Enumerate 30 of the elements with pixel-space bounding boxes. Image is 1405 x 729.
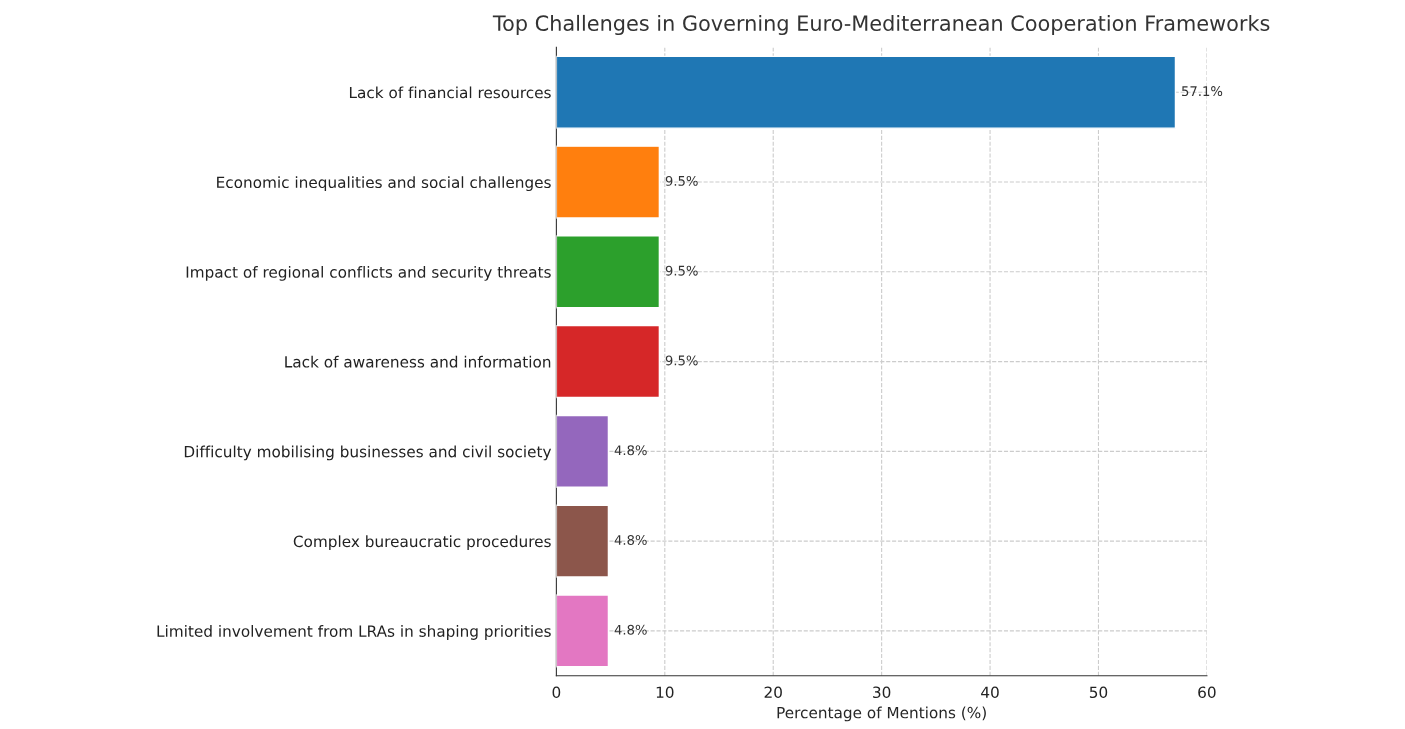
y-tick-label: Economic inequalities and social challenges: [217, 176, 551, 192]
bar: [556, 594, 610, 668]
bar: [556, 55, 1177, 129]
chart-title: Top Challenges in Governing Euro-Mediterranean Cooperation Frameworks: [492, 14, 1270, 36]
data-label: 57.1%: [1182, 86, 1223, 97]
x-axis-title: Percentage of Mentions (%): [777, 706, 986, 722]
bar: [556, 414, 610, 488]
data-label: 9.5%: [665, 355, 698, 366]
y-tick-label: Lack of awareness and information: [285, 355, 551, 368]
data-label: 9.5%: [665, 265, 698, 276]
y-tick-label: Difficulty mobilising businesses and civil society: [184, 445, 552, 461]
y-tick-label: Complex bureaucratic procedures: [293, 535, 551, 551]
x-tick-label: 40: [981, 686, 999, 699]
x-tick-label: 60: [1198, 686, 1216, 699]
x-tick-label: 10: [656, 686, 674, 699]
y-tick-label: Impact of regional conflicts and security threats: [186, 266, 551, 281]
data-label: 4.8%: [614, 534, 647, 545]
data-label: 4.8%: [614, 445, 647, 456]
y-tick-label: Limited involvement from LRAs in shaping priorities: [157, 625, 551, 640]
bar: [556, 504, 610, 578]
data-label: 9.5%: [665, 175, 698, 186]
bar: [556, 235, 661, 309]
y-tick-label: Lack of financial resources: [349, 86, 551, 99]
bar: [556, 324, 661, 399]
x-tick-label: 0: [552, 686, 561, 699]
bar: [556, 145, 661, 219]
x-tick-label: 30: [873, 686, 891, 699]
x-tick-label: 20: [764, 686, 782, 699]
x-tick-label: 50: [1089, 686, 1108, 699]
data-label: 4.8%: [614, 624, 647, 635]
